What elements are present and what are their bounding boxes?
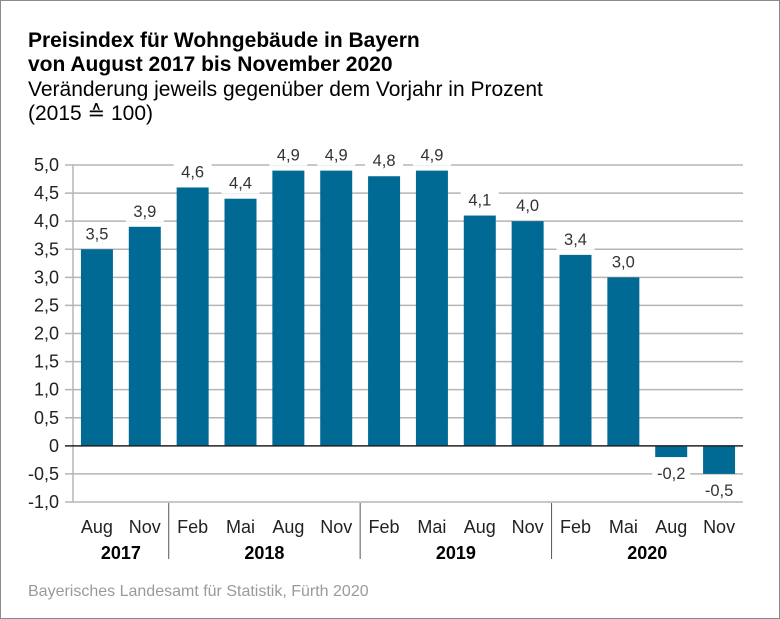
value-label-bg: [700, 479, 739, 501]
x-tick-label: Mai: [417, 517, 446, 537]
value-label-bg: [460, 189, 499, 211]
value-label-bg: [125, 200, 164, 222]
value-label: 3,0: [612, 253, 635, 271]
y-tick-label: 5,0: [34, 155, 59, 175]
source-note: Bayerisches Landesamt für Statistik, Für…: [28, 583, 369, 600]
bar: [655, 445, 688, 458]
y-tick-label: 3,0: [34, 267, 59, 287]
x-tick-label: Aug: [272, 517, 304, 537]
y-tick-label: 1,5: [34, 352, 59, 372]
value-label: 4,8: [373, 152, 396, 170]
bar: [559, 254, 592, 446]
value-label: 4,0: [516, 197, 539, 215]
x-tick-label: Feb: [369, 517, 400, 537]
value-label: 4,1: [468, 192, 491, 210]
year-label: 2017: [101, 543, 141, 563]
x-tick-label: Nov: [320, 517, 352, 537]
x-tick-label: Aug: [655, 517, 687, 537]
x-tick-label: Nov: [512, 517, 544, 537]
value-label-bg: [556, 228, 595, 250]
year-label: 2019: [436, 543, 476, 563]
value-label-bg: [317, 144, 356, 166]
value-label: -0,5: [705, 482, 733, 500]
value-label-bg: [173, 161, 212, 183]
value-label: 4,9: [420, 147, 443, 165]
value-label-bg: [221, 172, 260, 194]
y-tick-label: -1,0: [28, 492, 59, 512]
bar: [415, 170, 448, 446]
y-tick-label: 4,5: [34, 183, 59, 203]
value-label-bg: [604, 251, 643, 273]
value-label: 4,9: [325, 147, 348, 165]
x-tick-label: Aug: [464, 517, 496, 537]
x-tick-label: Nov: [129, 517, 161, 537]
value-label-bg: [269, 144, 308, 166]
value-label-bg: [652, 463, 691, 485]
chart-title: Preisindex für Wohngebäude in Bayern: [28, 29, 420, 52]
value-label: -0,2: [657, 465, 685, 483]
bar: [176, 187, 209, 446]
bar-chart: 5,0 4,5 4,0 3,5 3,0 2,5 2,0 1,5 1,0 0,5 0 -0,5 -1,0 3…: [28, 144, 743, 563]
bar: [80, 249, 113, 446]
bar: [511, 221, 544, 446]
year-label: 2020: [627, 543, 667, 563]
bar: [224, 198, 257, 446]
value-label-bg: [365, 150, 404, 172]
value-label: 3,9: [133, 203, 156, 221]
y-tick-label: 2,0: [34, 324, 59, 344]
bar: [703, 445, 736, 474]
chart-subtitle: Veränderung jeweils gegenüber dem Vorjah…: [28, 78, 543, 101]
chart-title-line2: von August 2017 bis November 2020: [28, 53, 393, 76]
y-tick-label: 0: [49, 436, 59, 456]
x-tick-label: Mai: [609, 517, 638, 537]
value-label: 4,6: [181, 163, 204, 181]
bar: [368, 176, 401, 446]
x-tick-label: Aug: [81, 517, 113, 537]
bar: [272, 170, 305, 446]
chart-subtitle-line2: (2015 ≙ 100): [28, 102, 154, 125]
bar: [463, 215, 496, 446]
bar: [320, 170, 353, 446]
y-tick-label: 2,5: [34, 295, 59, 315]
value-label: 3,4: [564, 231, 587, 249]
y-tick-label: 3,5: [34, 239, 59, 259]
value-label-bg: [77, 223, 116, 245]
bar: [128, 226, 161, 446]
x-tick-label: Feb: [560, 517, 591, 537]
bar: [607, 277, 640, 446]
x-tick-label: Feb: [177, 517, 208, 537]
x-tick-label: Mai: [226, 517, 255, 537]
value-label-bg: [412, 144, 451, 166]
y-tick-label: 4,0: [34, 211, 59, 231]
y-tick-label: -0,5: [28, 464, 59, 484]
value-label: 4,4: [229, 175, 252, 193]
value-label: 4,9: [277, 147, 300, 165]
x-tick-label: Nov: [703, 517, 735, 537]
value-label: 3,5: [85, 225, 108, 243]
value-label-bg: [508, 195, 547, 217]
year-label: 2018: [244, 543, 284, 563]
y-tick-label: 0,5: [34, 408, 59, 428]
y-tick-label: 1,0: [34, 380, 59, 400]
